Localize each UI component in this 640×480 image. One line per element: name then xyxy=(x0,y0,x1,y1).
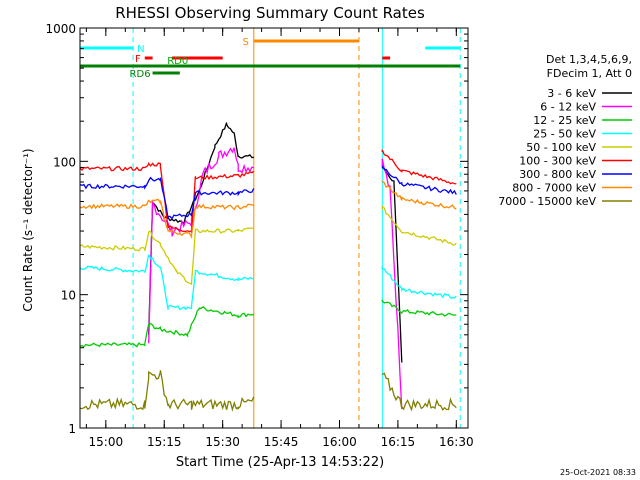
legend-label-4: 50 - 100 keV xyxy=(526,141,596,154)
chart-title: RHESSI Observing Summary Count Rates xyxy=(115,4,425,22)
x-tick-label-5: 16:15 xyxy=(381,435,416,449)
y-tick-label-3: 1000 xyxy=(45,22,76,36)
x-tick-label-0: 15:00 xyxy=(89,435,124,449)
legend-label-8: 7000 - 15000 keV xyxy=(498,195,596,208)
plot-frame xyxy=(79,27,469,429)
x-tick-label-6: 16:30 xyxy=(439,435,474,449)
series-line-4 xyxy=(79,205,457,286)
series-line-0 xyxy=(148,122,403,363)
y-tick-label-1: 10 xyxy=(61,289,76,303)
x-tick-label-2: 15:30 xyxy=(205,435,240,449)
plot-area: N S F RD0 RD6 xyxy=(79,28,461,428)
legend-label-7: 800 - 7000 keV xyxy=(512,182,596,195)
legend-label-3: 25 - 50 keV xyxy=(533,128,596,141)
series-line-2 xyxy=(79,299,457,348)
y-tick-label-0: 1 xyxy=(68,422,76,436)
flag-label-rd6: RD6 xyxy=(130,69,151,80)
x-tick-label-1: 15:15 xyxy=(147,435,182,449)
legend-label-2: 12 - 25 keV xyxy=(533,114,596,127)
y-tick-label-2: 100 xyxy=(53,155,76,169)
footer-date: 25-Oct-2021 08:33 xyxy=(560,468,636,477)
legend-label-6: 300 - 800 keV xyxy=(519,168,596,181)
series-line-7 xyxy=(79,180,457,240)
series-line-1 xyxy=(148,147,403,410)
flag-label-f: F xyxy=(135,54,141,65)
legend-header-2: FDecim 1, Att 0 xyxy=(547,67,632,80)
x-tick-label-4: 16:00 xyxy=(322,435,357,449)
legend-header-1: Det 1,3,4,5,6,9, xyxy=(546,53,632,66)
series-line-5 xyxy=(79,149,457,234)
legend-label-1: 6 - 12 keV xyxy=(540,101,596,114)
x-tick-label-3: 15:45 xyxy=(264,435,299,449)
legend-label-0: 3 - 6 keV xyxy=(547,87,596,100)
flag-label-n: N xyxy=(137,44,144,55)
series-line-3 xyxy=(79,254,457,311)
series-line-8 xyxy=(79,370,457,412)
flag-label-s: S xyxy=(242,37,248,48)
axis-ticks: 1 10 100 1000 15:00 15:15 15:30 15:45 16:00 16:15… xyxy=(45,22,473,449)
legend-label-5: 100 - 300 keV xyxy=(519,155,596,168)
series-line-6 xyxy=(79,165,457,220)
flag-label-rd0: RD0 xyxy=(167,56,188,67)
y-axis-label: Count Rate (s⁻¹ detector⁻¹) xyxy=(21,148,35,311)
x-axis-label: Start Time (25-Apr-13 14:53:22) xyxy=(176,455,384,470)
